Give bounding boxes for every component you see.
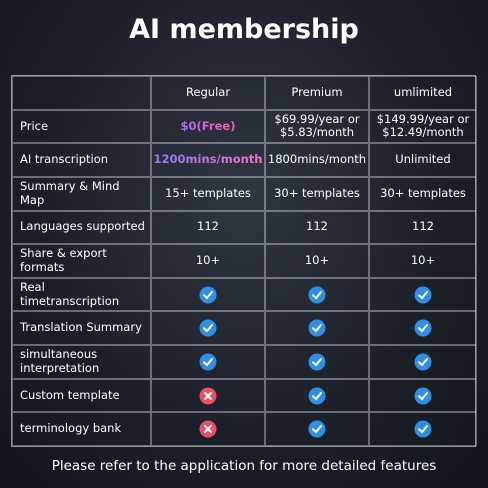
- cell-text: $69.99/year or $5.83/month: [274, 111, 360, 140]
- table-cell: 112: [369, 210, 477, 245]
- table-cell: Share & export formats: [12, 244, 151, 278]
- table-cell: [151, 412, 265, 446]
- cell-text: 10+: [304, 253, 330, 268]
- row-label: Summary & Mind Map: [20, 178, 120, 207]
- check-icon: [308, 319, 326, 337]
- table-cell: [151, 277, 265, 312]
- column-header: Premium: [291, 84, 343, 99]
- cell-text: 112: [197, 219, 219, 234]
- table-cell: [12, 76, 151, 110]
- row-label: Share & export formats: [20, 246, 107, 274]
- check-icon: [414, 319, 432, 337]
- table-cell: AI transcription: [12, 143, 151, 177]
- table-cell: $149.99/year or $12.49/month: [369, 109, 477, 144]
- table-cell: Price: [12, 109, 151, 144]
- table-cell: [369, 412, 477, 446]
- cell-text: 10+: [410, 253, 436, 268]
- table-cell: 30+ templates: [369, 176, 477, 211]
- table-cell: 15+ templates: [151, 176, 265, 211]
- table-cell: [151, 345, 265, 379]
- cell-text: 10+: [195, 253, 221, 268]
- table-cell: [369, 345, 477, 379]
- column-header: umlimited: [393, 84, 453, 99]
- cell-text: 1200mins/month: [153, 152, 263, 167]
- table-cell: [265, 311, 369, 346]
- check-icon: [199, 319, 217, 337]
- table-cell: 10+: [265, 244, 369, 278]
- table-cell: [369, 378, 477, 413]
- cell-text: 112: [412, 219, 434, 234]
- table-cell: [265, 412, 369, 446]
- check-icon: [308, 387, 326, 405]
- cell-text: 30+ templates: [380, 185, 466, 200]
- table-cell: 112: [151, 210, 265, 245]
- footer-note: Please refer to the application for more…: [51, 458, 437, 474]
- table-cell: Regular: [151, 76, 265, 110]
- cell-text: $149.99/year or $12.49/month: [376, 111, 470, 140]
- row-label: Custom template: [20, 387, 120, 402]
- table-cell: 30+ templates: [265, 176, 369, 211]
- check-icon: [199, 353, 217, 371]
- table-cell: Summary & Mind Map: [12, 176, 151, 211]
- table-cell: [265, 378, 369, 413]
- cell-text: 30+ templates: [274, 185, 360, 200]
- table-cell: Real timetranscription: [12, 277, 151, 312]
- table-cell: $69.99/year or $5.83/month: [265, 109, 369, 144]
- table-cell: Translation Summary: [12, 311, 151, 346]
- check-icon: [414, 353, 432, 371]
- table-cell: 10+: [151, 244, 265, 278]
- row-label: simultaneous interpretation: [20, 347, 100, 375]
- table-cell: Languages supported: [12, 210, 151, 245]
- cell-text: 112: [306, 219, 328, 234]
- table-cell: [151, 311, 265, 346]
- row-label: Languages supported: [20, 219, 145, 234]
- check-icon: [199, 286, 217, 304]
- table-cell: umlimited: [369, 76, 477, 110]
- table-cell: simultaneous interpretation: [12, 345, 151, 379]
- check-icon: [308, 420, 326, 438]
- check-icon: [308, 353, 326, 371]
- table-cell: Custom template: [12, 378, 151, 413]
- cross-icon: [199, 387, 217, 405]
- table-cell: [369, 311, 477, 346]
- table-cell: 1200mins/month: [151, 143, 265, 177]
- cell-text: Unlimited: [395, 152, 451, 167]
- table-cell: 10+: [369, 244, 477, 278]
- cell-text: $0(Free): [180, 118, 236, 133]
- table-cell: 112: [265, 210, 369, 245]
- check-icon: [414, 286, 432, 304]
- cross-icon: [199, 420, 217, 438]
- table-cell: Premium: [265, 76, 369, 110]
- table-cell: [151, 378, 265, 413]
- row-label: Real timetranscription: [20, 279, 120, 308]
- row-label: Translation Summary: [20, 320, 142, 335]
- cell-text: 1800mins/month: [267, 152, 367, 167]
- table-cell: terminology bank: [12, 412, 151, 446]
- comparison-table: Regular Premium umlimited Price $0(Free) $69.…: [11, 75, 477, 447]
- row-label: terminology bank: [20, 421, 122, 436]
- row-label: AI transcription: [20, 152, 109, 167]
- table-cell: [265, 277, 369, 312]
- check-icon: [414, 420, 432, 438]
- cell-text: 15+ templates: [165, 185, 251, 200]
- table-cell: 1800mins/month: [265, 143, 369, 177]
- table-cell: $0(Free): [151, 109, 265, 144]
- table-cell: Unlimited: [369, 143, 477, 177]
- column-header: Regular: [185, 84, 231, 99]
- row-label: Price: [20, 118, 49, 133]
- check-icon: [414, 387, 432, 405]
- table-cell: [265, 345, 369, 379]
- table-cell: [369, 277, 477, 312]
- title: AI membership: [129, 14, 359, 45]
- check-icon: [308, 286, 326, 304]
